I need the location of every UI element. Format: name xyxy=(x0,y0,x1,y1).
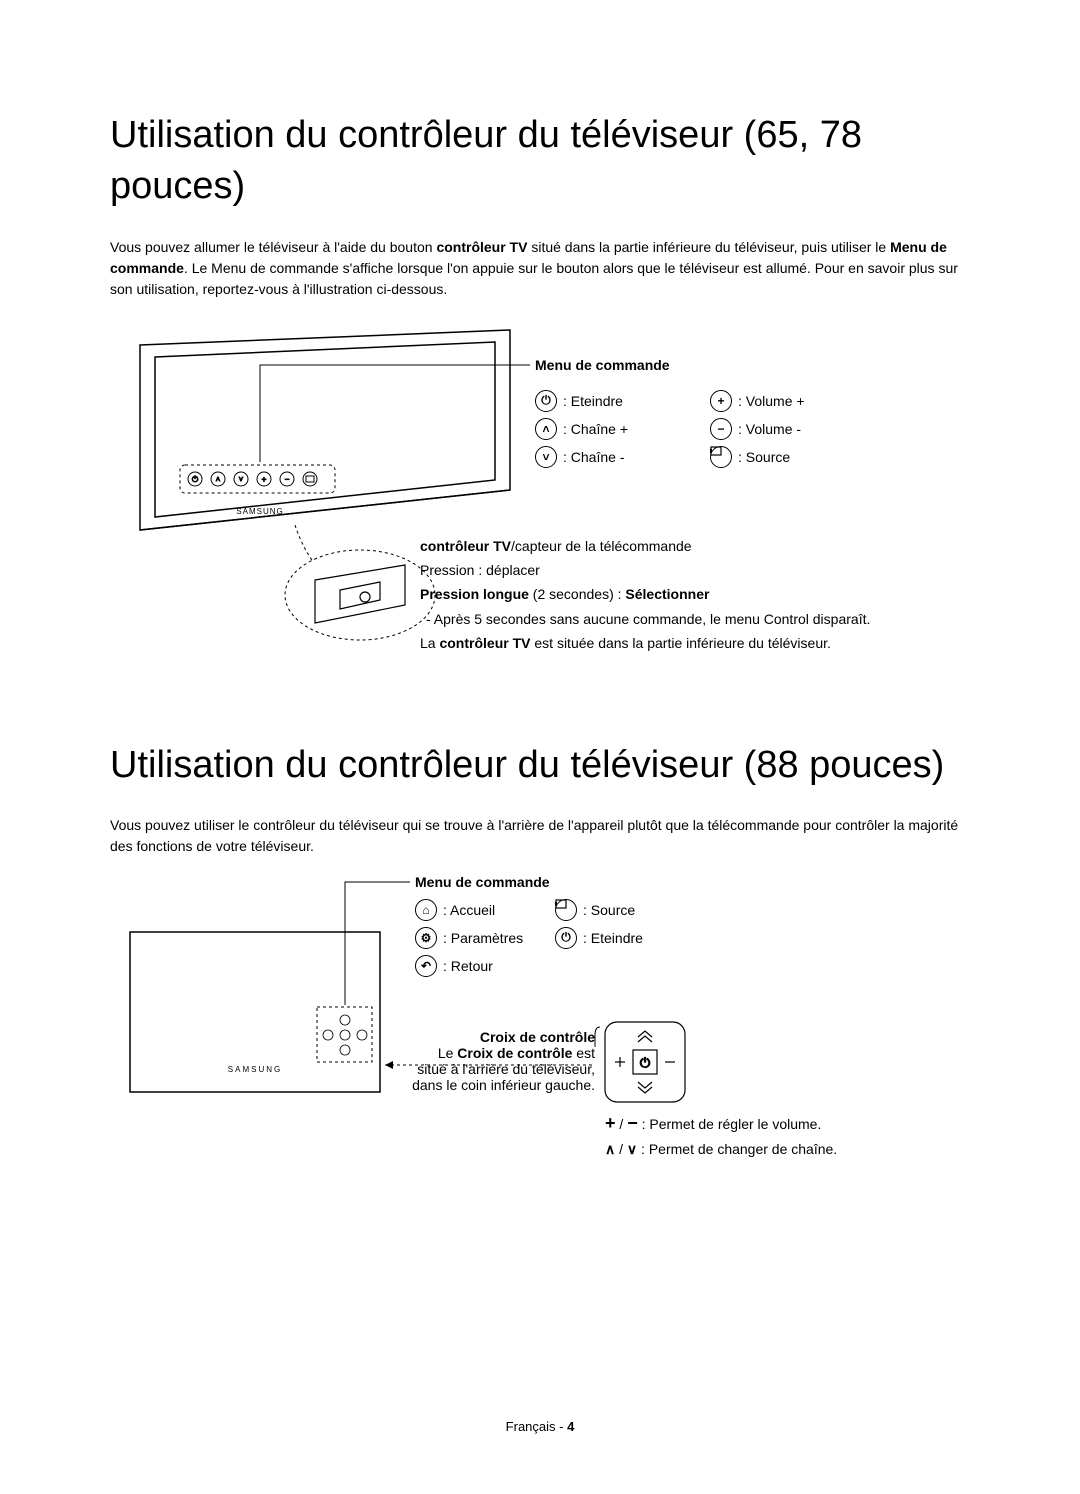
cross-label: Croix de contrôle Le Croix de contrôle e… xyxy=(410,1029,595,1093)
svg-text:˅: ˅ xyxy=(239,475,244,484)
svg-text:SAMSUNG: SAMSUNG xyxy=(228,1065,282,1074)
legend-voldown: − : Volume - xyxy=(710,418,801,440)
svg-text:⏻: ⏻ xyxy=(192,475,199,484)
footer-lang: Français - xyxy=(506,1419,567,1434)
source-icon-2 xyxy=(555,899,577,921)
callout-dash: - Après 5 secondes sans aucune commande,… xyxy=(420,608,960,630)
legend-chdown-text: : Chaîne - xyxy=(563,449,624,465)
legend-voldown-text: : Volume - xyxy=(738,421,801,437)
gear-icon: ⚙ xyxy=(415,927,437,949)
vol-line: + / − : Permet de régler le volume. xyxy=(605,1109,895,1138)
chan-text: : Permet de changer de chaîne. xyxy=(637,1141,837,1157)
legend-back: ↶ : Retour xyxy=(415,955,523,977)
home-icon: ⌂ xyxy=(415,899,437,921)
legend-back-text: : Retour xyxy=(443,958,493,974)
legend-source-text: : Source xyxy=(738,449,790,465)
slash1: / xyxy=(616,1116,628,1132)
minus-icon-2: − xyxy=(627,1113,638,1133)
legend-volup-text: : Volume + xyxy=(738,393,805,409)
callout-t4a: La xyxy=(420,635,439,651)
heading-2: Utilisation du contrôleur du téléviseur … xyxy=(110,740,970,791)
chevron-down-icon: ˅ xyxy=(535,446,557,468)
minus-icon: − xyxy=(710,418,732,440)
legend-home: ⌂ : Accueil xyxy=(415,899,523,921)
up-icon: ∧ xyxy=(605,1141,615,1157)
callout-b1: contrôleur TV xyxy=(420,538,511,554)
intro-bold-1: contrôleur TV xyxy=(436,239,527,255)
callout-t3: (2 secondes) : xyxy=(529,586,626,602)
back-icon: ↶ xyxy=(415,955,437,977)
legend-power: ⏻ : Eteindre xyxy=(535,390,623,412)
callout-block: contrôleur TV/capteur de la télécommande… xyxy=(420,535,960,657)
callout-line-4: La contrôleur TV est située dans la part… xyxy=(420,632,960,654)
intro-text: Vous pouvez allumer le téléviseur à l'ai… xyxy=(110,239,436,255)
diagram-1: ⏻ ˄ ˅ + − SAMSUNG xyxy=(110,320,970,680)
callout-line-3: Pression longue (2 secondes) : Sélection… xyxy=(420,583,960,605)
menu-label-1: Menu de commande xyxy=(535,357,670,373)
legend-volup: + : Volume + xyxy=(710,390,805,412)
legend-power-text: : Eteindre xyxy=(563,393,623,409)
legend-power-2: ⏻ : Eteindre xyxy=(555,927,643,949)
slash2: / xyxy=(615,1141,627,1157)
vol-chan-block: + / − : Permet de régler le volume. ∧ / … xyxy=(605,1109,895,1160)
chevron-up-icon: ˄ xyxy=(535,418,557,440)
intro-2: Vous pouvez utiliser le contrôleur du té… xyxy=(110,815,970,857)
legend-settings-text: : Paramètres xyxy=(443,930,523,946)
callout-b3: Pression longue xyxy=(420,586,529,602)
cross-title: Croix de contrôle xyxy=(410,1029,595,1045)
vol-text: : Permet de régler le volume. xyxy=(638,1116,822,1132)
legend-chdown: ˅ : Chaîne - xyxy=(535,446,624,468)
section-88: Utilisation du contrôleur du téléviseur … xyxy=(110,740,970,1207)
power-icon: ⏻ xyxy=(535,390,557,412)
menu-label-2: Menu de commande xyxy=(415,874,550,890)
page-footer: Français - 4 xyxy=(0,1419,1080,1434)
svg-text:−: − xyxy=(285,475,290,484)
source-icon xyxy=(710,446,732,468)
legend-chup: ˄ : Chaîne + xyxy=(535,418,628,440)
cross-pre: Le xyxy=(438,1045,457,1061)
svg-text:+: + xyxy=(262,475,267,484)
callout-t1: /capteur de la télécommande xyxy=(511,538,692,554)
callout-b3b: Sélectionner xyxy=(625,586,709,602)
chan-line: ∧ / ∨ : Permet de changer de chaîne. xyxy=(605,1138,895,1160)
cross-b: Croix de contrôle xyxy=(457,1045,572,1061)
svg-text:SAMSUNG: SAMSUNG xyxy=(236,507,283,516)
legend2-col1: ⌂ : Accueil ⚙ : Paramètres ↶ : Retour xyxy=(415,899,523,983)
svg-text:˄: ˄ xyxy=(216,475,221,484)
legend-source-2-text: : Source xyxy=(583,902,635,918)
callout-line-2: Pression : déplacer xyxy=(420,559,960,581)
callout-line-1: contrôleur TV/capteur de la télécommande xyxy=(420,535,960,557)
callout-t4b: est située dans la partie inférieure du … xyxy=(530,635,830,651)
legend-home-text: : Accueil xyxy=(443,902,495,918)
legend-power-2-text: : Eteindre xyxy=(583,930,643,946)
down-icon: ∨ xyxy=(627,1141,637,1157)
footer-page: 4 xyxy=(567,1419,574,1434)
power-icon-2: ⏻ xyxy=(555,927,577,949)
cross-desc: Le Croix de contrôle est situé à l'arriè… xyxy=(410,1045,595,1093)
plus-minus-icon: + xyxy=(605,1113,616,1133)
intro-text-2: situé dans la partie inférieure du télév… xyxy=(527,239,890,255)
legend-settings: ⚙ : Paramètres xyxy=(415,927,523,949)
callout-b4: contrôleur TV xyxy=(439,635,530,651)
intro-1: Vous pouvez allumer le téléviseur à l'ai… xyxy=(110,237,970,300)
plus-icon: + xyxy=(710,390,732,412)
intro-text-3: . Le Menu de commande s'affiche lorsque … xyxy=(110,260,958,297)
heading-1: Utilisation du contrôleur du téléviseur … xyxy=(110,110,970,213)
legend-chup-text: : Chaîne + xyxy=(563,421,628,437)
svg-text:⏻: ⏻ xyxy=(640,1055,650,1070)
legend-source-2: : Source xyxy=(555,899,643,921)
section-65-78: Utilisation du contrôleur du téléviseur … xyxy=(110,110,970,680)
legend-source: : Source xyxy=(710,446,790,468)
legend2-col2: : Source ⏻ : Eteindre xyxy=(555,899,643,955)
diagram-2: SAMSUNG ⏻ xyxy=(110,877,970,1207)
